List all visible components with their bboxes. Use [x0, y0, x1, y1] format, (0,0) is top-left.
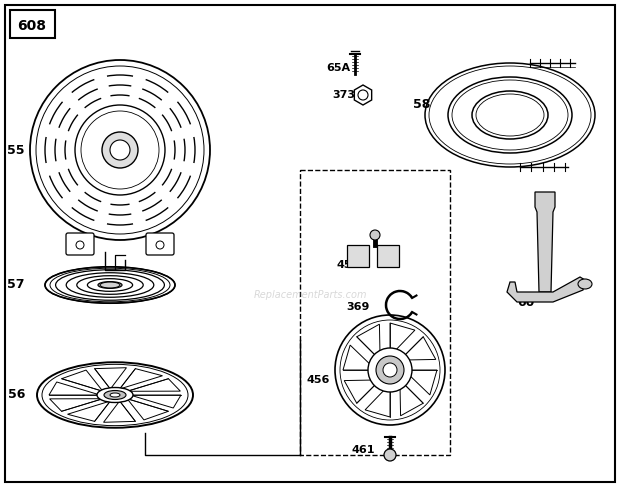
- Bar: [347, 245, 369, 267]
- Text: ReplacementParts.com: ReplacementParts.com: [253, 290, 367, 300]
- Circle shape: [383, 363, 397, 377]
- Text: 60: 60: [518, 296, 535, 308]
- Text: 461: 461: [352, 445, 375, 455]
- Text: 57: 57: [7, 279, 25, 292]
- Text: 58: 58: [413, 98, 430, 112]
- Circle shape: [76, 241, 84, 249]
- Circle shape: [370, 230, 380, 240]
- Text: 373: 373: [332, 90, 355, 100]
- Circle shape: [368, 348, 412, 392]
- Ellipse shape: [104, 391, 126, 399]
- FancyBboxPatch shape: [146, 233, 174, 255]
- Polygon shape: [507, 277, 585, 302]
- Circle shape: [102, 132, 138, 168]
- Circle shape: [156, 241, 164, 249]
- Circle shape: [110, 140, 130, 160]
- FancyBboxPatch shape: [66, 233, 94, 255]
- Text: 56: 56: [7, 389, 25, 401]
- Text: 608: 608: [17, 19, 46, 33]
- Text: 55: 55: [7, 144, 25, 156]
- Text: 65A: 65A: [326, 63, 350, 73]
- Circle shape: [376, 356, 404, 384]
- Ellipse shape: [578, 279, 592, 289]
- Circle shape: [384, 449, 396, 461]
- Ellipse shape: [110, 393, 120, 397]
- Ellipse shape: [97, 388, 133, 402]
- Text: 459: 459: [337, 260, 360, 270]
- Bar: [377, 245, 399, 267]
- Text: 456: 456: [307, 375, 330, 385]
- Bar: [10, 10, 55, 38]
- Bar: [300, 170, 450, 455]
- Polygon shape: [535, 192, 555, 292]
- Text: 369: 369: [347, 302, 370, 312]
- Ellipse shape: [100, 282, 120, 288]
